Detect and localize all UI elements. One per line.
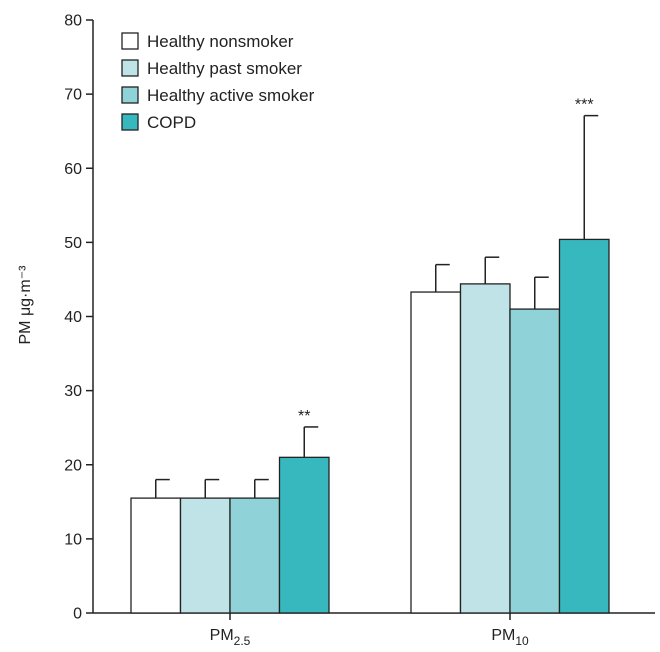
legend-swatch (121, 86, 139, 104)
y-tick-label: 50 (64, 235, 82, 252)
y-axis-label: PM μg·m⁻³ (17, 265, 34, 345)
legend-swatch (121, 32, 139, 50)
legend-swatch (121, 113, 139, 131)
x-tick-label: PM10 (491, 627, 529, 648)
bar (459, 283, 511, 614)
bar (278, 456, 330, 614)
bars: ***** (130, 97, 610, 614)
y-tick-label: 40 (64, 309, 82, 326)
bar (558, 238, 610, 614)
x-tick-label-sub: 10 (515, 634, 529, 648)
legend-label: Healthy active smoker (147, 86, 315, 105)
bar (229, 497, 281, 614)
legend: Healthy nonsmoker Healthy past smoker Heal… (121, 32, 315, 132)
x-tick-label-sub: 2.5 (234, 634, 251, 648)
legend-label: COPD (147, 113, 196, 132)
y-tick-label: 80 (64, 13, 82, 30)
x-tick-label-main: PM (491, 627, 515, 644)
y-tick-label: 20 (64, 457, 82, 474)
y-tick-label: 0 (73, 606, 82, 623)
y-tick-label: 70 (64, 87, 82, 104)
legend-swatch (121, 59, 139, 77)
y-tick-label: 60 (64, 161, 82, 178)
significance-annotation: *** (575, 97, 594, 114)
y-tick-label: 10 (64, 531, 82, 548)
bar (509, 308, 561, 614)
y-tick-label: 30 (64, 383, 82, 400)
bar (410, 291, 462, 614)
significance-annotation: ** (298, 408, 310, 425)
bar (179, 497, 231, 614)
bar (130, 497, 182, 614)
legend-label: Healthy past smoker (147, 59, 302, 78)
x-tick-label-main: PM (210, 627, 234, 644)
x-tick-label: PM2.5 (210, 627, 251, 648)
legend-label: Healthy nonsmoker (147, 32, 294, 51)
